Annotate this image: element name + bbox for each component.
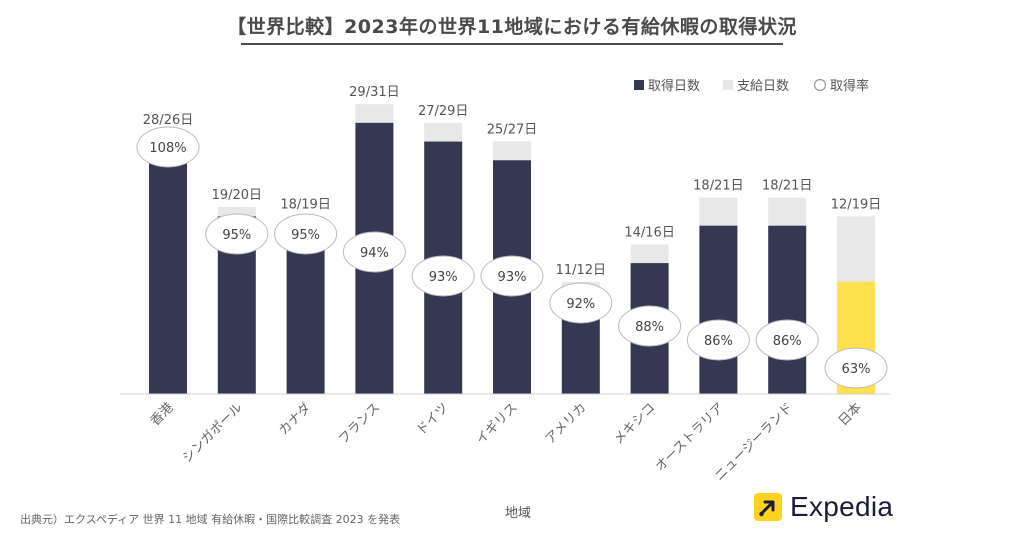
bar-value-label-8: 18/21日 <box>693 179 743 194</box>
bar-value-label-1: 19/20日 <box>212 188 262 203</box>
source-note: 出典元）エクスペディア 世界 11 地域 有給休暇・国際比較調査 2023 を発… <box>20 513 401 526</box>
rate-bubble-6 <box>549 282 613 324</box>
bar-value-label-5: 25/27日 <box>487 123 537 138</box>
bar-labels-group: 28/26日 19/20日 18/19日 29/31日 27/29日 25/27日 11/1… <box>143 85 881 278</box>
rate-bubble-0 <box>136 126 200 168</box>
rate-label-7: 88% <box>635 320 664 335</box>
rate-bubble-3 <box>342 231 406 273</box>
rate-bubbles-group: 108% 95% 95% 94% 93% 93% 92% 88% 86% 86% 63% <box>136 126 888 389</box>
bar-value-label-7: 14/16日 <box>624 225 674 240</box>
rate-label-3: 94% <box>360 246 389 261</box>
x-tick-label-5: イギリス <box>473 400 520 447</box>
bar-taken-0 <box>149 132 187 394</box>
bar-value-label-4: 27/29日 <box>418 104 468 119</box>
rate-label-8: 86% <box>704 334 733 349</box>
chart-title: 【世界比較】2023年の世界11地域における有給休暇の取得状況 <box>227 16 797 38</box>
x-tick-label-0: 香港 <box>148 400 177 429</box>
rate-bubble-5 <box>480 255 544 297</box>
x-tick-label-8: オーストラリア <box>653 400 728 475</box>
x-tick-label-6: アメリカ <box>543 400 590 447</box>
rate-label-6: 92% <box>566 297 595 312</box>
rate-label-4: 93% <box>429 270 458 285</box>
expedia-logo: Expedia <box>754 490 893 524</box>
rate-label-0: 108% <box>149 141 186 156</box>
bar-taken-9 <box>768 225 807 394</box>
rate-label-1: 95% <box>222 228 251 243</box>
legend-label-taken: 取得日数 <box>648 78 700 94</box>
expedia-logo-icon <box>754 493 782 521</box>
bar-value-label-0: 28/26日 <box>143 113 193 128</box>
rate-bubble-9 <box>755 319 819 361</box>
x-tick-label-1: シンガポール <box>180 400 246 466</box>
x-axis-label: 地域 <box>505 506 531 521</box>
legend-swatch-taken <box>634 80 644 90</box>
rate-bubble-2 <box>274 213 338 255</box>
rate-bubble-8 <box>686 319 750 361</box>
bar-value-label-6: 11/12日 <box>556 263 606 278</box>
title-underline <box>241 43 783 45</box>
rate-label-5: 93% <box>498 270 527 285</box>
legend-swatch-granted <box>723 80 733 90</box>
legend: 取得日数 支給日数 取得率 <box>634 78 869 94</box>
bar-value-label-10: 12/19日 <box>831 197 881 212</box>
rate-bubble-4 <box>411 255 475 297</box>
rate-label-2: 95% <box>291 228 320 243</box>
bar-value-label-3: 29/31日 <box>349 85 399 100</box>
x-tick-label-4: ドイツ <box>414 400 452 438</box>
x-tick-label-3: フランス <box>336 400 383 447</box>
x-tick-label-7: メキシコ <box>611 400 658 447</box>
rate-bubble-1 <box>205 213 269 255</box>
legend-label-rate: 取得率 <box>830 78 869 94</box>
rate-bubble-10 <box>824 347 888 389</box>
x-tick-label-2: カナダ <box>276 400 314 438</box>
legend-label-granted: 支給日数 <box>737 79 789 94</box>
bar-value-label-9: 18/21日 <box>762 179 812 194</box>
legend-swatch-rate <box>813 78 827 92</box>
bar-taken-8 <box>699 225 738 394</box>
rate-bubble-7 <box>618 305 682 347</box>
rate-label-10: 63% <box>842 362 871 377</box>
bar-value-label-2: 18/19日 <box>280 197 330 212</box>
expedia-logo-text: Expedia <box>790 491 894 522</box>
x-tick-labels-group: 香港 シンガポール カナダ フランス ドイツ イギリス アメリカ メキシコオーストラリアニュー… <box>148 400 865 484</box>
rate-label-9: 86% <box>773 334 802 349</box>
x-tick-label-10: 日本 <box>836 400 865 429</box>
